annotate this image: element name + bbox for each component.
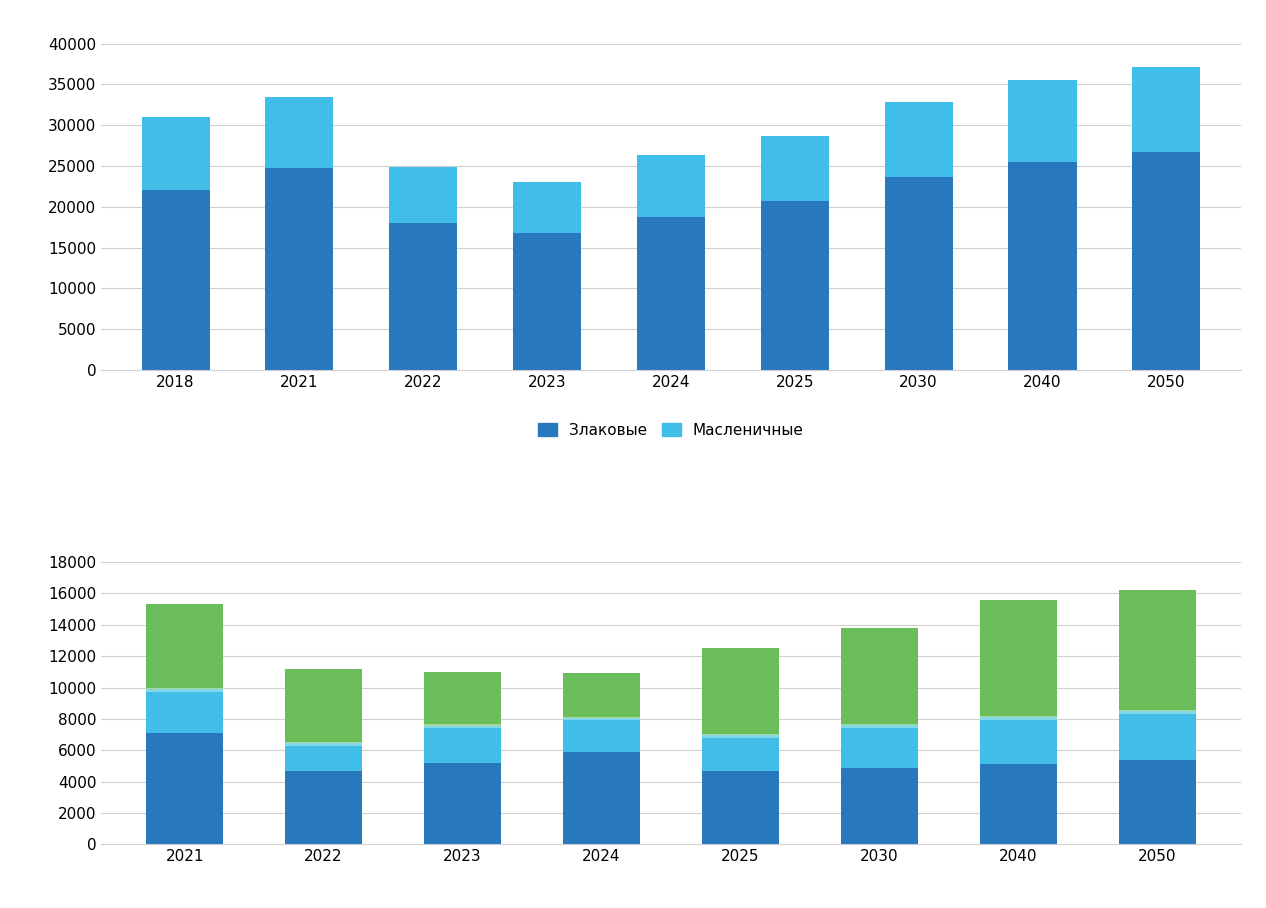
Bar bbox=[841, 725, 918, 728]
Bar bbox=[142, 191, 210, 370]
Bar bbox=[563, 673, 639, 716]
Bar bbox=[266, 169, 333, 370]
Bar bbox=[703, 735, 779, 737]
Bar bbox=[1119, 760, 1195, 844]
Bar bbox=[637, 154, 705, 217]
Bar bbox=[1119, 709, 1195, 711]
Bar bbox=[285, 742, 362, 744]
Bar bbox=[389, 167, 457, 223]
Bar bbox=[285, 745, 362, 771]
Bar bbox=[1132, 153, 1200, 370]
Bar bbox=[424, 763, 501, 844]
Bar bbox=[841, 724, 918, 725]
Bar bbox=[147, 733, 223, 844]
Bar bbox=[389, 223, 457, 370]
Bar bbox=[1009, 162, 1076, 370]
Bar bbox=[703, 771, 779, 844]
Bar bbox=[424, 728, 501, 763]
Bar bbox=[285, 771, 362, 844]
Bar bbox=[513, 233, 581, 370]
Bar bbox=[563, 718, 639, 720]
Bar bbox=[841, 767, 918, 844]
Bar bbox=[761, 201, 829, 370]
Bar bbox=[1119, 715, 1195, 760]
Bar bbox=[761, 136, 829, 201]
Bar bbox=[980, 720, 1057, 765]
Bar bbox=[424, 672, 501, 725]
Bar bbox=[703, 737, 779, 771]
Bar bbox=[285, 669, 362, 742]
Bar bbox=[703, 647, 779, 734]
Bar bbox=[980, 765, 1057, 844]
Bar bbox=[841, 728, 918, 767]
Bar bbox=[424, 725, 501, 726]
Bar bbox=[1119, 590, 1195, 709]
Bar bbox=[1132, 67, 1200, 153]
Bar bbox=[142, 117, 210, 191]
Bar bbox=[885, 102, 953, 177]
Bar bbox=[1009, 80, 1076, 162]
Legend: Злаковые, Масленичные: Злаковые, Масленичные bbox=[538, 423, 804, 438]
Bar bbox=[563, 716, 639, 718]
Bar bbox=[703, 734, 779, 735]
Bar bbox=[637, 217, 705, 370]
Bar bbox=[513, 182, 581, 233]
Bar bbox=[563, 752, 639, 844]
Bar bbox=[266, 96, 333, 169]
Bar bbox=[980, 716, 1057, 717]
Bar bbox=[424, 726, 501, 728]
Bar bbox=[885, 177, 953, 370]
Bar bbox=[563, 720, 639, 752]
Bar bbox=[147, 689, 223, 692]
Bar bbox=[147, 692, 223, 733]
Bar bbox=[980, 600, 1057, 716]
Bar bbox=[841, 628, 918, 724]
Bar bbox=[980, 717, 1057, 720]
Bar bbox=[1119, 711, 1195, 715]
Bar bbox=[147, 687, 223, 689]
Bar bbox=[285, 744, 362, 745]
Bar bbox=[147, 605, 223, 687]
